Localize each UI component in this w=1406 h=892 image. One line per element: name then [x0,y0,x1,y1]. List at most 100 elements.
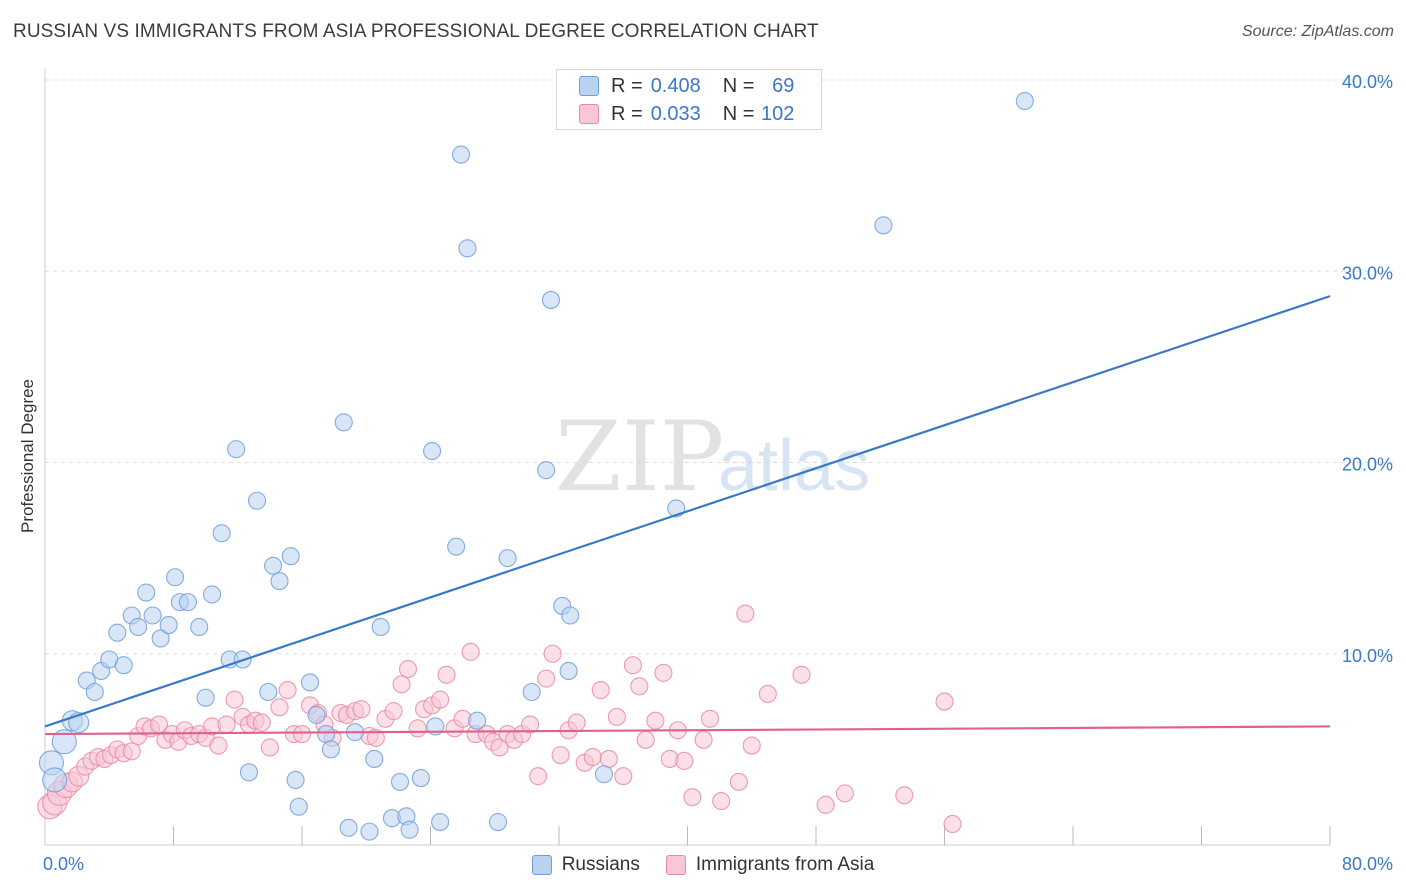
russians-point [321,740,340,759]
legend-item-russians[interactable]: Russians [531,854,640,876]
immigrants-point [366,728,385,747]
immigrants-point [654,663,673,682]
immigrants-point [683,788,702,807]
immigrants-point [623,656,642,675]
russians-point [411,769,430,788]
immigrants-point [895,786,914,805]
russians-point [114,656,133,675]
immigrants-point [392,675,411,694]
watermark: ZIP atlas [555,401,870,513]
chart-title: RUSSIAN VS IMMIGRANTS FROM ASIA PROFESSI… [13,21,819,42]
russians-point [190,617,209,637]
immigrants-point [943,814,962,834]
immigrants-point [607,707,626,726]
russians-point [334,413,353,432]
immigrants-point [646,711,665,730]
russians-point [594,765,614,784]
immigrants-point [792,665,811,684]
russians-point [239,763,259,782]
immigrants-swatch [665,855,686,875]
russians-point [447,537,466,556]
russians-point [51,729,77,755]
immigrants-point [529,767,548,786]
immigrants-point [217,715,236,734]
legend-item-immigrants[interactable]: Immigrants from Asia [665,854,875,876]
immigrants-point [712,791,731,811]
y-tick-label: 30.0% [1342,263,1393,283]
grid-layer [45,79,1395,655]
immigrants-point [729,772,748,791]
y-tick-label: 40.0% [1342,72,1393,92]
russians-point [178,593,198,612]
russians-point [137,583,156,602]
immigrants-point [398,659,418,679]
russians-point [227,440,246,459]
immigrants-point [694,730,713,749]
immigrants-point [816,795,835,814]
russians-point [281,547,300,566]
russians-point [212,524,231,543]
immigrants-point [437,665,456,684]
immigrants-point [431,690,450,709]
immigrants-swatch [579,104,599,124]
immigrants-point [583,747,602,767]
immigrants-point [758,684,777,703]
immigrants-point [384,702,403,721]
legend-label-immigrants: Immigrants from Asia [695,854,875,875]
immigrants-point [630,677,649,696]
russians-point [289,797,308,816]
russians-point [143,606,162,625]
immigrants-point [935,692,954,711]
immigrants-point [408,719,427,738]
russians-trend-line [44,295,1331,728]
russians-point [159,616,178,635]
russians-point [390,772,410,791]
russians-point [42,767,68,793]
russians-point [522,682,541,702]
trend-layer [44,295,1331,736]
correlation-legend: R = 0.408 N = 69 R = 0.033 N = 102 [556,69,822,130]
russians-point [371,617,390,637]
n-label: N = [722,74,755,97]
russians-point [286,770,305,790]
russians-point [423,441,442,461]
immigrants-point [537,669,556,688]
russians-swatch [579,76,599,96]
legend-row-russians: R = 0.408 N = 69 [579,73,794,99]
x-tick-label-max: 80.0% [1342,854,1393,874]
points-layer [37,91,1034,841]
legend-label-russians: Russians [561,854,640,875]
immigrants-point [567,713,586,732]
russians-point [196,688,215,707]
n-label: N = [722,102,755,125]
immigrants-point [675,751,694,770]
immigrants-point [278,681,297,700]
russians-point [300,673,320,692]
immigrants-point [591,681,610,700]
russians-point [559,661,578,681]
watermark-zip: ZIP [555,401,724,513]
russians-point [365,749,384,768]
russians-r-value: 0.408 [650,74,701,97]
immigrants-point [490,738,509,757]
immigrants-point [260,738,279,757]
immigrants-point [252,713,271,732]
russians-point [458,239,477,258]
russians-point [400,820,419,839]
russians-point [108,623,127,642]
russians-point [537,461,556,480]
russians-n-value: 69 [772,74,795,97]
russians-point [270,572,289,591]
source-label: Source: ZipAtlas.com [1241,23,1394,40]
russians-point [431,812,450,832]
russians-point [85,682,104,702]
tick-label-layer: 10.0% 20.0% 30.0% 40.0% 0.0% 80.0% [43,72,1393,874]
series-legend: Russians Immigrants from Asia [0,852,1406,878]
russians-point [259,682,278,702]
immigrants-point [461,642,480,661]
russians-point [498,549,517,568]
immigrants-n-value: 102 [761,102,795,125]
russians-point [1015,91,1034,111]
russians-point [360,822,379,841]
